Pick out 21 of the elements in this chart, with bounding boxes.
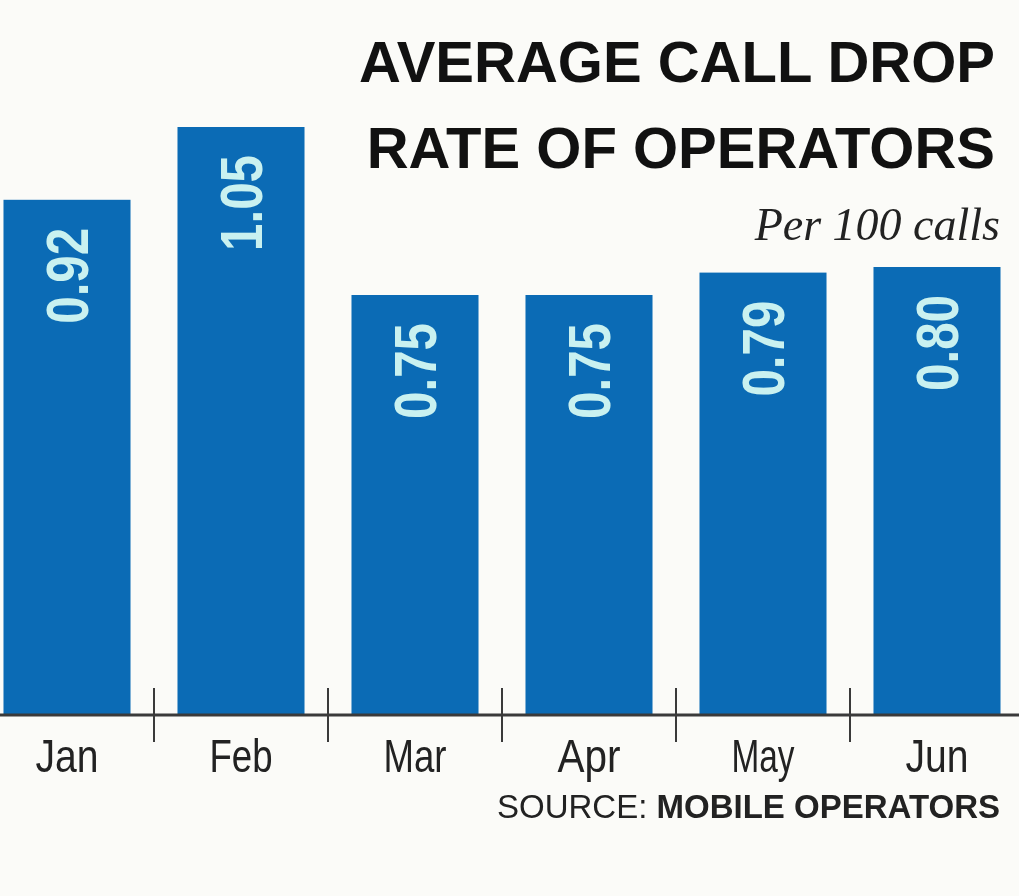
- bar: [525, 295, 653, 715]
- x-tick-label: Apr: [557, 730, 630, 782]
- x-tick-label: Jun: [905, 730, 980, 782]
- chart-title: AVERAGE CALL DROP RATE OF OPERATORS: [359, 29, 995, 180]
- bar: [873, 267, 1001, 715]
- bar: [177, 127, 305, 715]
- x-tick-label: Jan: [35, 730, 110, 782]
- bar: [3, 199, 131, 715]
- data-label: 0.80: [904, 274, 971, 391]
- data-label: 0.79: [730, 279, 797, 397]
- text: Per 100 calls: [753, 199, 1000, 250]
- bar: [699, 272, 827, 715]
- data-label: 0.75: [382, 302, 449, 419]
- x-tick-label: May: [731, 730, 819, 782]
- x-tick-label: Mar: [383, 730, 463, 782]
- bar: [351, 295, 479, 715]
- data-label: 0.92: [34, 207, 101, 324]
- data-label: 1.05: [208, 134, 275, 251]
- source-note: SOURCE: MOBILE OPERATORS: [496, 788, 1000, 825]
- data-label: 0.75: [556, 302, 623, 419]
- x-tick-label: Feb: [209, 730, 289, 782]
